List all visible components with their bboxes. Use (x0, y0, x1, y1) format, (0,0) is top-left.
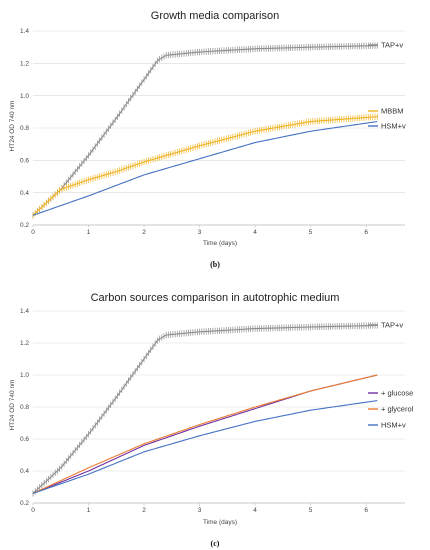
y-tick-label: 0.8 (20, 125, 29, 132)
chart-title: Growth media comparison (151, 10, 279, 22)
x-tick-label: 5 (309, 229, 313, 236)
legend-label: + glycerol (381, 405, 414, 414)
legend-label: HSM+v (381, 421, 406, 430)
x-tick-label: 1 (87, 507, 91, 514)
series-line (32, 45, 378, 216)
series-hsm-v (32, 120, 378, 216)
legend-item: + glucose (368, 389, 413, 398)
y-tick-label: 0.6 (20, 436, 29, 443)
series-tap-v (32, 322, 378, 497)
legend-item: TAP+v (368, 41, 403, 50)
y-tick-label: 1.4 (20, 308, 29, 315)
legend-label: + glucose (381, 389, 413, 398)
y-axis-label: HT24 OD 740 nm (9, 380, 16, 431)
series-line (32, 400, 378, 494)
legend-item: HSM+v (368, 421, 406, 430)
legend-item: MBBM (368, 107, 404, 116)
legend-label: TAP+v (381, 321, 403, 330)
y-tick-label: 1.4 (20, 28, 29, 35)
x-axis-label: Time (days) (203, 240, 237, 247)
legend-label: TAP+v (381, 41, 403, 50)
legend-label: MBBM (381, 107, 404, 116)
y-axis-label: HT24 OD 740 nm (9, 101, 16, 152)
y-tick-label: 0.2 (20, 500, 29, 507)
y-tick-label: 0.4 (20, 190, 29, 197)
chart-growth-media: Growth media comparison 0.2 0.4 0.6 0.8 1.0 1… (9, 10, 406, 269)
x-tick-label: 4 (253, 507, 257, 514)
chart-carbon-sources: Carbon sources comparison in autotrophic… (9, 292, 414, 548)
x-tick-label: 0 (31, 507, 35, 514)
legend-item: TAP+v (368, 321, 403, 330)
y-tick-label: 0.6 (20, 158, 29, 165)
legend-item: + glycerol (368, 405, 414, 414)
panel-label: (c) (211, 539, 220, 548)
y-tick-label: 0.4 (20, 468, 29, 475)
x-tick-label: 2 (142, 507, 146, 514)
y-tick-label: 0.8 (20, 404, 29, 411)
legend-label: HSM+v (381, 122, 406, 131)
series-line (32, 374, 378, 494)
x-tick-label: 3 (198, 229, 202, 236)
panel-label: (b) (210, 260, 220, 269)
error-bars (32, 322, 378, 497)
series-line (32, 120, 378, 216)
y-tick-label: 1.2 (20, 61, 29, 68)
x-tick-label: 0 (31, 229, 35, 236)
series-mbbm (32, 113, 378, 219)
chart-title: Carbon sources comparison in autotrophic… (91, 292, 340, 304)
series-glycerol (32, 374, 378, 494)
series-hsm-v (32, 400, 378, 494)
y-tick-label: 1.0 (20, 93, 29, 100)
x-axis-label: Time (days) (203, 519, 237, 526)
x-tick-label: 2 (142, 229, 146, 236)
series-line (32, 324, 378, 494)
x-tick-label: 3 (198, 507, 202, 514)
x-tick-label: 4 (253, 229, 257, 236)
x-tick-label: 5 (309, 507, 313, 514)
error-bars (32, 42, 378, 219)
series-tap-v (32, 42, 378, 219)
y-tick-label: 0.2 (20, 222, 29, 229)
y-tick-label: 1.2 (20, 340, 29, 347)
x-tick-label: 6 (364, 229, 368, 236)
series-line (32, 116, 378, 216)
y-tick-label: 1.0 (20, 372, 29, 379)
x-tick-label: 6 (364, 507, 368, 514)
legend-item: HSM+v (368, 122, 406, 131)
x-tick-label: 1 (87, 229, 91, 236)
